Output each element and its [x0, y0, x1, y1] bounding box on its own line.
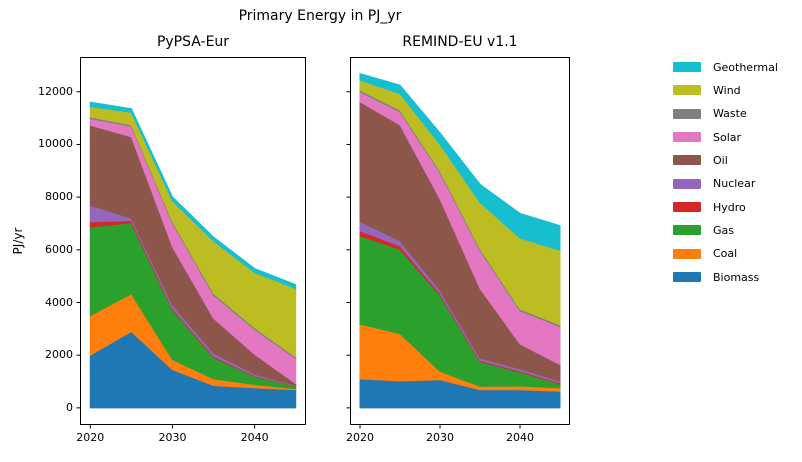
legend-item-geothermal: Geothermal	[673, 55, 778, 79]
x-tick-label-2040: 2040	[506, 431, 534, 444]
x-tick-label-2040: 2040	[240, 431, 269, 444]
legend-label: Coal	[713, 247, 738, 261]
biomass-swatch	[673, 272, 701, 282]
y-tick-label-0: 0	[66, 400, 73, 414]
legend-item-nuclear: Nuclear	[673, 172, 755, 196]
legend-item-solar: Solar	[673, 125, 741, 149]
y-tick-label-6000: 6000	[45, 242, 73, 256]
y-tick-label-8000: 8000	[45, 190, 73, 204]
legend-item-hydro: Hydro	[673, 195, 746, 219]
wind-swatch	[673, 85, 701, 96]
axes-frame	[80, 57, 306, 425]
legend-label: Biomass	[713, 270, 760, 284]
y-tick-label-12000: 12000	[38, 84, 73, 98]
legend-label: Gas	[713, 223, 734, 237]
y-tick-label-4000: 4000	[45, 295, 73, 309]
legend-label: Hydro	[713, 200, 746, 214]
subplot-title-remind-eu: REMIND-EU v1.1	[402, 34, 518, 50]
waste-swatch	[673, 108, 701, 119]
x-tick-label-2020: 2020	[346, 431, 374, 444]
axes-frame	[350, 57, 570, 425]
legend-item-biomass: Biomass	[673, 265, 759, 289]
area-geothermal	[359, 72, 561, 252]
legend-item-gas: Gas	[673, 218, 734, 242]
coal-swatch	[673, 248, 701, 259]
nuclear-swatch	[673, 178, 701, 189]
y-axis-label: PJ/yr	[11, 227, 25, 255]
legend-label: Oil	[713, 153, 728, 167]
subplot-title-pypsa-eur: PyPSA-Eur	[156, 34, 230, 50]
legend-item-waste: Waste	[673, 102, 747, 126]
legend-label: Geothermal	[713, 60, 778, 74]
gas-swatch	[673, 225, 701, 236]
legend-label: Waste	[713, 107, 747, 121]
geothermal-swatch	[673, 62, 701, 72]
x-tick-label-2030: 2030	[426, 431, 454, 444]
stacked-area-plot-pypsa-eur	[76, 57, 306, 429]
y-tick-label-2000: 2000	[45, 348, 73, 362]
legend-label: Wind	[713, 83, 741, 97]
area-geothermal	[89, 101, 297, 290]
legend-item-oil: Oil	[673, 148, 728, 172]
hydro-swatch	[673, 202, 701, 212]
x-tick-label-2020: 2020	[76, 431, 105, 444]
legend-item-coal: Coal	[673, 242, 737, 266]
solar-swatch	[673, 132, 701, 142]
x-tick-label-2030: 2030	[158, 431, 187, 444]
y-tick-label-10000: 10000	[38, 137, 73, 151]
legend-label: Nuclear	[713, 177, 756, 191]
figure-title: Primary Energy in PJ_yr	[238, 8, 402, 24]
legend-label: Solar	[713, 130, 742, 144]
oil-swatch	[673, 155, 701, 166]
legend-item-wind: Wind	[673, 78, 741, 102]
stacked-area-plot-remind-eu	[346, 57, 570, 429]
